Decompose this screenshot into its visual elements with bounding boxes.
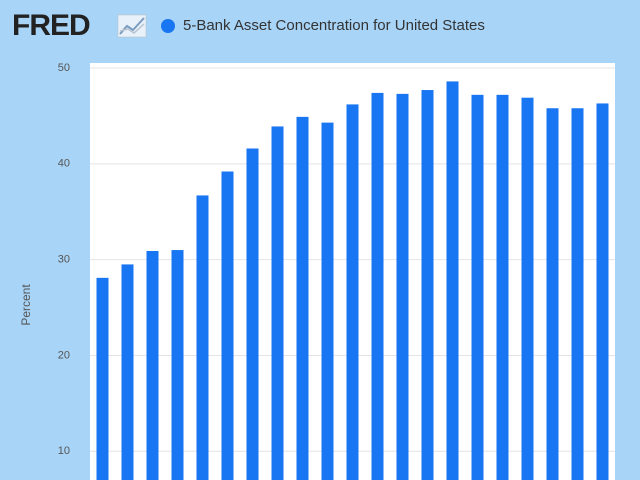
bar: [271, 126, 284, 480]
y-tick-label: 10: [58, 445, 70, 457]
logo: FRED: [12, 9, 90, 42]
bar: [471, 94, 484, 480]
bar: [571, 108, 584, 480]
y-tick-label: 30: [58, 254, 70, 266]
bar: [171, 250, 184, 480]
legend-marker: [161, 19, 175, 33]
logo-icon: [117, 14, 147, 38]
y-tick-label: 50: [58, 62, 70, 74]
bar: [446, 81, 459, 480]
y-tick-label: 20: [58, 349, 70, 361]
bar: [146, 251, 159, 480]
bar: [496, 94, 509, 480]
bar: [246, 148, 259, 480]
bar: [221, 171, 234, 480]
bar: [296, 116, 309, 480]
bar: [396, 93, 409, 480]
bar: [596, 103, 609, 480]
bar: [421, 90, 434, 480]
bar: [196, 195, 209, 480]
bar: [321, 122, 334, 480]
bar: [346, 104, 359, 480]
y-axis-label: Percent: [19, 284, 33, 326]
bar: [371, 92, 384, 480]
bar: [546, 108, 559, 480]
bar: [96, 277, 109, 480]
legend-label: 5-Bank Asset Concentration for United St…: [183, 17, 485, 34]
bar: [521, 97, 534, 480]
y-tick-label: 40: [58, 158, 70, 170]
bar: [121, 264, 134, 480]
